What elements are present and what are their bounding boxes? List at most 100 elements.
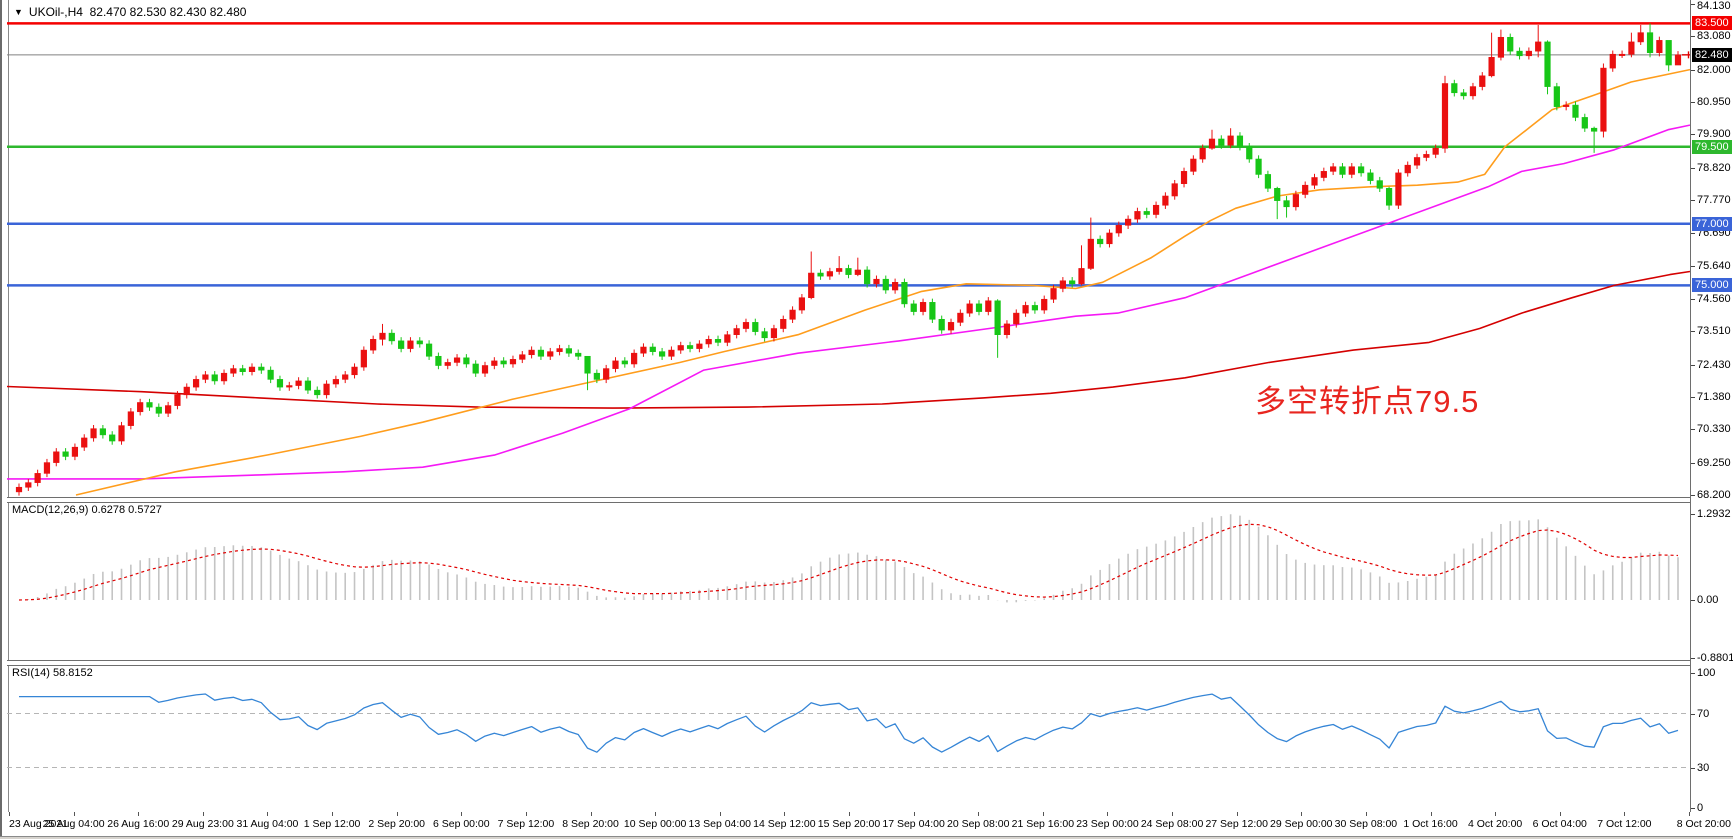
ma-magenta	[7, 124, 1690, 480]
time-axis-label: 7 Sep 12:00	[497, 818, 555, 830]
axis-tick	[1691, 808, 1695, 809]
rsi-axis-label: 30	[1697, 761, 1710, 774]
y-axis-label: 84.130	[1697, 0, 1731, 12]
axis-tick	[1691, 364, 1695, 366]
time-axis-label: 10 Sep 00:00	[623, 818, 687, 830]
axis-tick	[1691, 494, 1695, 496]
time-axis[interactable]: 23 Aug 2021 25 Aug 04:00 26 Aug 16:00 29 Au…	[7, 812, 1733, 836]
time-axis-label: 29 Sep 00:00	[1270, 818, 1333, 830]
time-axis-label: 26 Aug 16:00	[107, 818, 170, 830]
time-axis-label: 25 Aug 04:00	[42, 818, 105, 830]
chart-info-line: ▼ UKOil-,H4 82.470 82.530 82.430 82.480	[14, 5, 246, 19]
axis-tick	[1691, 167, 1695, 169]
time-axis-label: 1 Sep 12:00	[303, 818, 361, 830]
axis-tick	[1691, 36, 1695, 38]
time-tick	[396, 812, 398, 816]
y-axis-label: 80.950	[1697, 96, 1731, 108]
time-axis-label: 23 Aug 2021	[9, 818, 68, 830]
y-axis-label: 75.640	[1697, 259, 1731, 272]
time-tick	[1495, 812, 1497, 816]
time-tick	[1430, 812, 1432, 816]
time-axis-label: 21 Sep 16:00	[1011, 818, 1075, 830]
y-axis-label: 73.510	[1697, 325, 1731, 338]
macd-axis-label: -0.8801	[1697, 652, 1733, 664]
candle-series	[15, 23, 1682, 496]
time-tick	[1689, 812, 1690, 816]
time-tick	[9, 812, 10, 816]
candlestick-chart[interactable]	[7, 0, 1690, 497]
axis-tick	[1691, 265, 1695, 267]
panel-divider-rsi[interactable]	[7, 660, 1733, 666]
y-axis-label: 78.820	[1697, 161, 1731, 174]
time-tick	[849, 812, 850, 816]
rsi-plot-svg	[7, 693, 1690, 768]
price-axis[interactable]: 84.130 83.080 82.000 80.950 79.900 78.820 77.7…	[1690, 0, 1733, 814]
time-axis-label: 30 Sep 08:00	[1334, 818, 1398, 830]
macd-axis-label: 0.00	[1697, 594, 1719, 606]
y-axis-label: 79.900	[1697, 128, 1731, 141]
rsi-indicator-label: RSI(14) 58.8152	[12, 667, 93, 679]
time-tick	[1042, 812, 1044, 816]
axis-tick	[1691, 658, 1695, 659]
time-tick	[978, 812, 980, 816]
time-tick	[525, 812, 527, 816]
time-tick	[1172, 812, 1174, 816]
time-tick	[1624, 812, 1626, 816]
axis-tick	[1691, 134, 1695, 136]
time-axis-label: 23 Sep 00:00	[1076, 818, 1139, 830]
panel-divider-macd[interactable]	[7, 497, 1733, 503]
y-axis-label: 68.200	[1697, 488, 1731, 501]
macd-histogram	[27, 514, 1679, 603]
axis-tick	[1691, 331, 1695, 333]
y-axis-label: 77.770	[1697, 194, 1731, 206]
time-axis-label: 6 Oct 04:00	[1532, 818, 1587, 830]
time-tick	[784, 812, 786, 816]
time-tick	[267, 812, 269, 816]
annotation-text[interactable]: 多空转折点79.5	[1255, 384, 1480, 419]
time-tick	[655, 812, 657, 816]
axis-tick	[1691, 298, 1695, 300]
symbol-period-label: UKOil-,H4	[28, 5, 83, 19]
chart-dropdown-icon[interactable]: ▼	[14, 7, 23, 17]
time-axis-label: 1 Oct 16:00	[1403, 818, 1458, 830]
axis-tick	[1691, 69, 1695, 71]
time-axis-label: 20 Sep 08:00	[946, 818, 1010, 830]
time-axis-label: 15 Sep 20:00	[817, 818, 881, 830]
axis-tick	[1691, 233, 1695, 235]
price-badge-77.000: 77.000	[1692, 216, 1732, 231]
rsi-axis-label: 0	[1697, 802, 1704, 814]
y-axis-label: 72.430	[1697, 358, 1731, 371]
time-tick	[719, 812, 721, 816]
ma-orange	[75, 68, 1690, 496]
macd-axis-label: 1.2932	[1697, 508, 1731, 520]
y-axis-label: 69.250	[1697, 456, 1731, 469]
macd-chart[interactable]	[7, 501, 1690, 660]
time-axis-label: 24 Sep 08:00	[1140, 818, 1204, 830]
axis-tick	[1691, 600, 1695, 601]
time-tick	[461, 812, 463, 816]
y-axis-label: 74.560	[1697, 292, 1731, 305]
time-axis-label: 4 Oct 20:00	[1467, 818, 1523, 830]
time-tick	[590, 812, 592, 816]
time-tick	[73, 812, 75, 816]
axis-tick	[1691, 514, 1695, 515]
macd-plot-svg	[18, 514, 1679, 603]
axis-tick	[1691, 102, 1695, 103]
time-tick	[913, 812, 915, 816]
y-axis-label: 71.380	[1697, 390, 1731, 403]
price-badge-82.480: 82.480	[1692, 47, 1732, 62]
axis-tick	[1691, 713, 1695, 715]
time-tick	[1236, 812, 1238, 816]
macd-indicator-label: MACD(12,26,9) 0.6278 0.5727	[12, 504, 162, 516]
y-axis-label: 82.000	[1697, 63, 1731, 76]
rsi-chart[interactable]	[7, 664, 1690, 812]
time-axis-label: 31 Aug 04:00	[236, 818, 299, 830]
axis-tick	[1691, 396, 1695, 398]
time-tick	[1559, 812, 1561, 816]
ohlc-values: 82.470 82.530 82.430 82.480	[89, 5, 247, 19]
chart-left-gutter	[0, 0, 9, 836]
axis-tick	[1691, 429, 1695, 431]
time-tick	[202, 812, 204, 816]
time-axis-label: 7 Oct 12:00	[1597, 818, 1652, 830]
